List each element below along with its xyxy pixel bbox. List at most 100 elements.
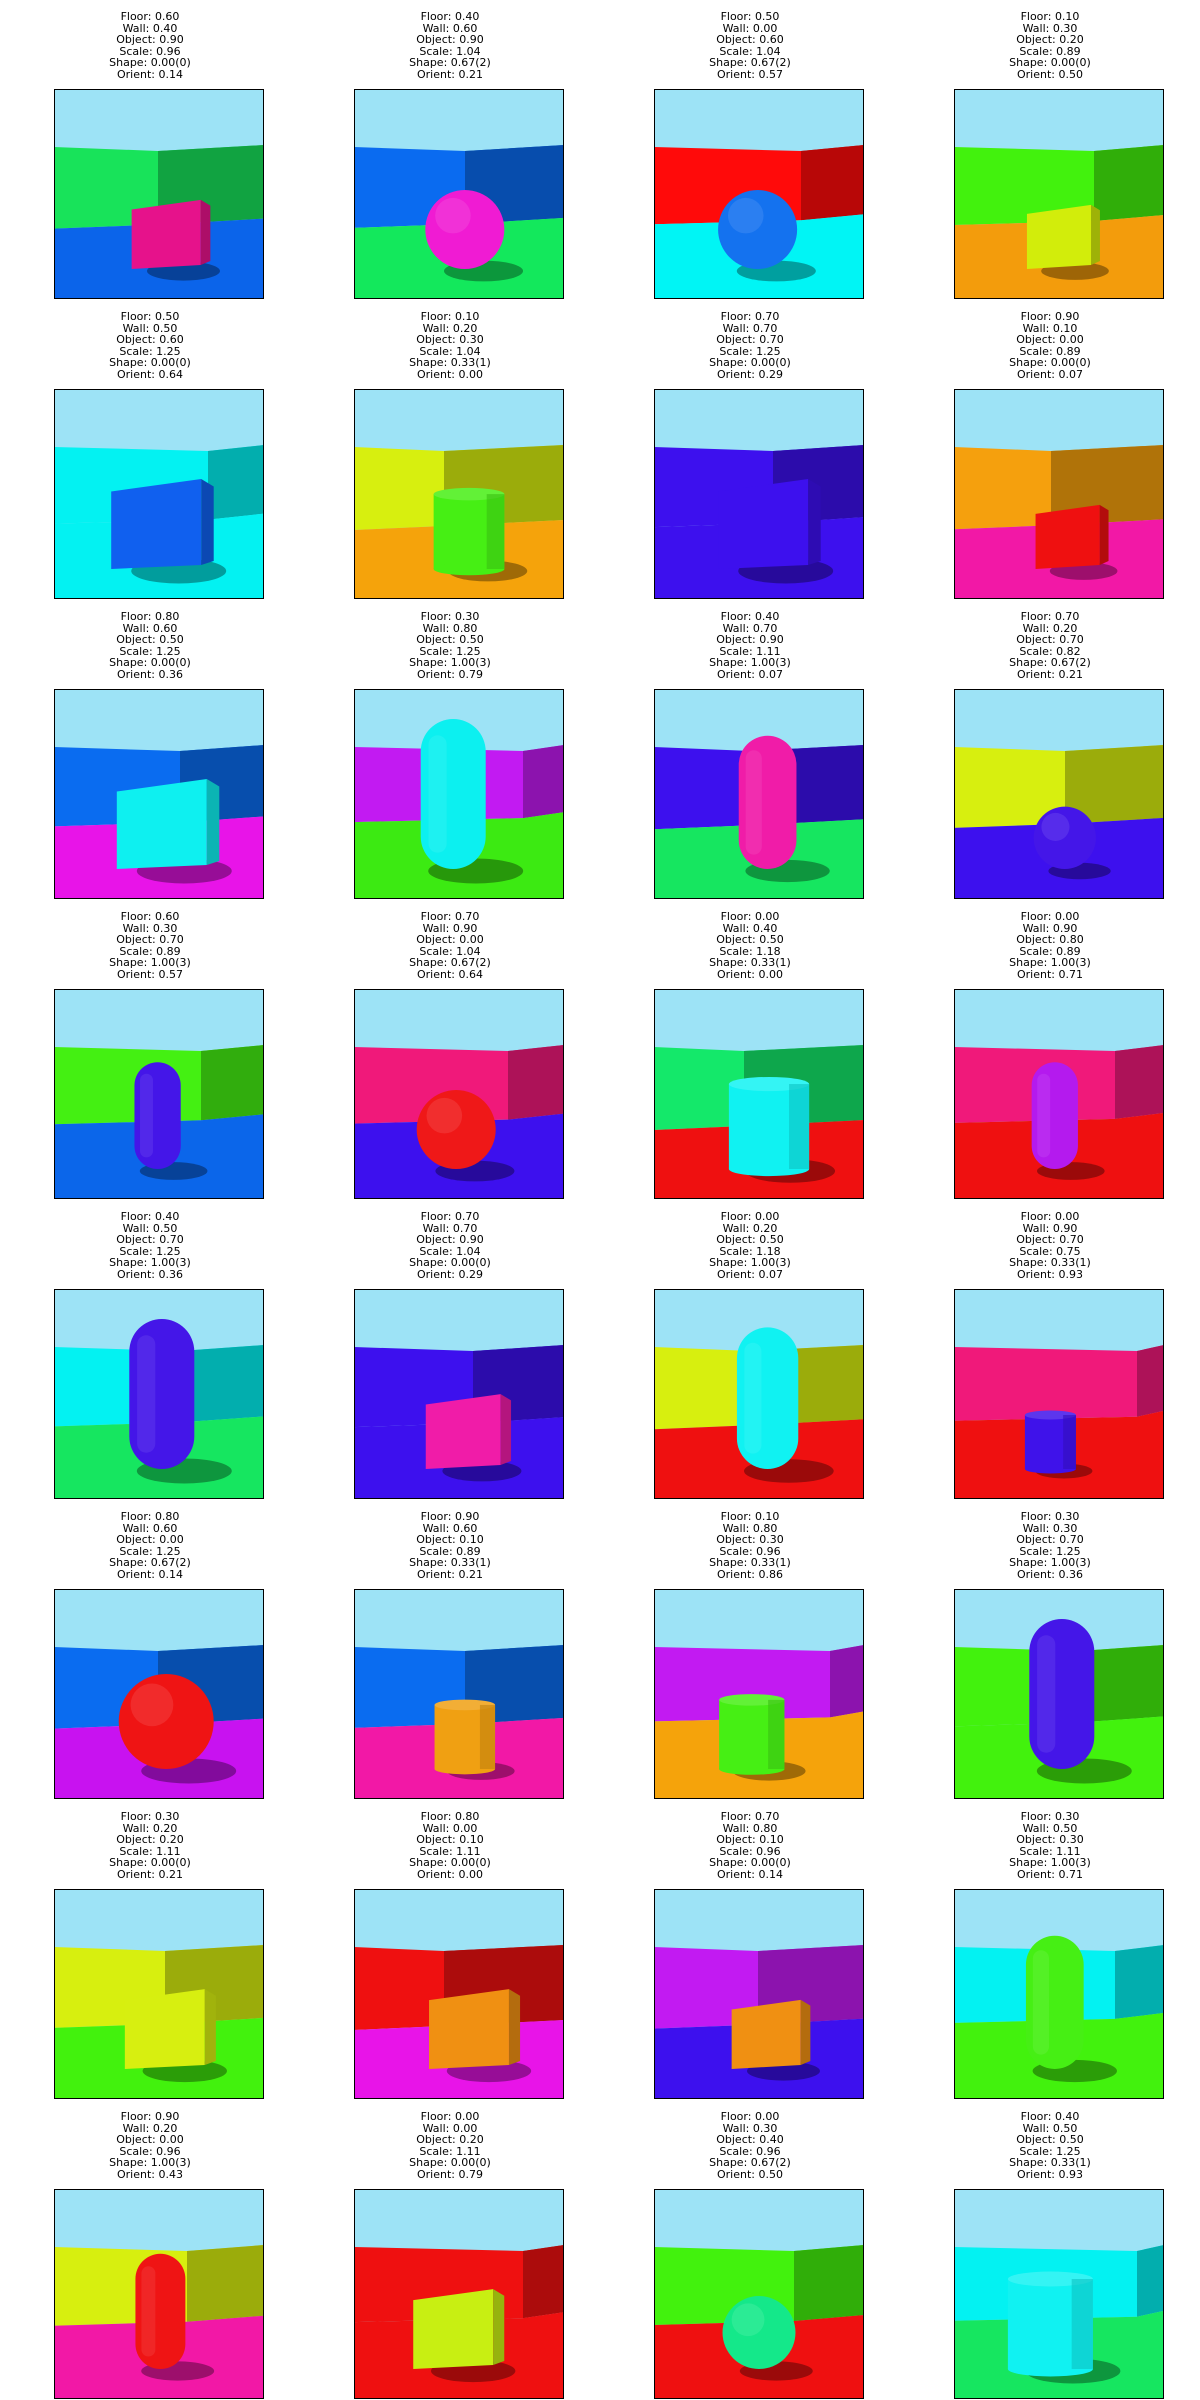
- caption-floor: Floor: 0.00: [1020, 1210, 1080, 1223]
- sample-cell: Floor: 0.50 Wall: 0.00 Object: 0.60 Scale: …: [600, 0, 900, 300]
- caption-floor: Floor: 0.50: [720, 10, 780, 23]
- cube-side: [206, 779, 220, 865]
- caption-orient: Orient: 0.00: [417, 367, 483, 381]
- scene-object: [1029, 1619, 1132, 1784]
- caption-scale: Scale: 1.18: [719, 1244, 781, 1258]
- cube-side: [500, 1394, 512, 1465]
- caption-shape: Shape: 0.33(1): [409, 1556, 491, 1570]
- caption-orient: Orient: 0.86: [717, 1567, 783, 1581]
- caption-shape: Shape: 0.00(0): [409, 1856, 491, 1870]
- image-border: [954, 89, 1164, 299]
- caption-object: Object: 0.20: [116, 1833, 184, 1847]
- scene-object: [1035, 504, 1118, 580]
- caption-orient: Orient: 0.21: [117, 1867, 183, 1881]
- caption-object: Object: 0.60: [716, 33, 784, 47]
- capsule-highlight: [428, 735, 447, 853]
- image-border: [954, 1889, 1164, 2099]
- caption-wall: Wall: 0.20: [1022, 621, 1078, 635]
- sample-caption: Floor: 0.40 Wall: 0.50 Object: 0.70 Scale: …: [0, 1211, 300, 1281]
- scene-object: [1026, 204, 1109, 280]
- capsule-highlight: [141, 2266, 156, 2357]
- caption-wall: Wall: 0.00: [422, 1821, 478, 1835]
- cylinder-shade: [768, 1699, 785, 1769]
- caption-object: Object: 0.50: [416, 633, 484, 647]
- sample-cell: Floor: 0.80 Wall: 0.00 Object: 0.10 Scale: …: [300, 1800, 600, 2100]
- scene-render: [54, 989, 264, 1199]
- caption-scale: Scale: 1.04: [419, 344, 481, 358]
- cube-side: [201, 479, 214, 565]
- caption-orient: Orient: 0.29: [417, 1267, 483, 1281]
- image-border: [54, 389, 264, 599]
- caption-floor: Floor: 0.10: [720, 1510, 780, 1523]
- caption-shape: Shape: 0.00(0): [109, 356, 191, 370]
- caption-wall: Wall: 0.60: [422, 1521, 478, 1535]
- image-border: [354, 989, 564, 1199]
- caption-wall: Wall: 0.30: [1022, 21, 1078, 35]
- sample-caption: Floor: 0.00 Wall: 0.90 Object: 0.80 Scale: …: [900, 911, 1200, 981]
- cube-front: [124, 1989, 205, 2069]
- sample-cell: Floor: 0.10 Wall: 0.30 Object: 0.20 Scale: …: [900, 0, 1200, 300]
- caption-orient: Orient: 0.14: [717, 1867, 783, 1881]
- scene-render: [54, 389, 264, 599]
- scene-object: [434, 1699, 515, 1780]
- caption-floor: Floor: 0.30: [1020, 1510, 1080, 1523]
- sphere-highlight: [1041, 812, 1070, 841]
- sample-caption: Floor: 0.30 Wall: 0.80 Object: 0.50 Scale: …: [300, 611, 600, 681]
- caption-scale: Scale: 1.04: [419, 1244, 481, 1258]
- caption-scale: Scale: 0.89: [1019, 944, 1081, 958]
- scene-object: [413, 2289, 516, 2383]
- caption-scale: Scale: 0.82: [1019, 644, 1081, 658]
- caption-shape: Shape: 0.00(0): [709, 1856, 791, 1870]
- caption-orient: Orient: 0.36: [1017, 1567, 1083, 1581]
- sphere-highlight: [435, 197, 471, 234]
- sample-cell: Floor: 0.70 Wall: 0.70 Object: 0.70 Scale: …: [600, 300, 900, 600]
- scene-image: [54, 1589, 264, 1799]
- sphere-body: [1033, 806, 1096, 869]
- caption-scale: Scale: 0.96: [119, 44, 181, 58]
- caption-scale: Scale: 1.25: [119, 344, 181, 358]
- sample-cell: Floor: 0.40 Wall: 0.60 Object: 0.90 Scale: …: [300, 0, 600, 300]
- caption-shape: Shape: 0.00(0): [1009, 356, 1091, 370]
- caption-floor: Floor: 0.10: [1020, 10, 1080, 23]
- caption-shape: Shape: 1.00(3): [409, 656, 491, 670]
- scene-image: [654, 89, 864, 299]
- scene-object: [1007, 2271, 1121, 2384]
- cube-side: [1091, 204, 1100, 265]
- scene-object: [718, 479, 834, 584]
- caption-object: Object: 0.70: [716, 333, 784, 347]
- sample-caption: Floor: 0.00 Wall: 0.00 Object: 0.20 Scale: …: [300, 2111, 600, 2181]
- caption-wall: Wall: 0.90: [1022, 921, 1078, 935]
- sample-caption: Floor: 0.40 Wall: 0.60 Object: 0.90 Scale: …: [300, 11, 600, 81]
- sample-caption: Floor: 0.40 Wall: 0.70 Object: 0.90 Scale: …: [600, 611, 900, 681]
- caption-wall: Wall: 0.10: [1022, 321, 1078, 335]
- image-border: [354, 689, 564, 899]
- scene-image: [54, 1889, 264, 2099]
- scene-image: [954, 1589, 1164, 1799]
- caption-scale: Scale: 1.25: [119, 644, 181, 658]
- scene-render: [654, 2189, 864, 2399]
- caption-object: Object: 0.90: [416, 1233, 484, 1247]
- caption-wall: Wall: 0.80: [422, 621, 478, 635]
- caption-shape: Shape: 1.00(3): [109, 1256, 191, 1270]
- image-border: [354, 1289, 564, 1499]
- scene-object: [131, 199, 220, 281]
- sample-cell: Floor: 0.50 Wall: 0.50 Object: 0.60 Scale: …: [0, 300, 300, 600]
- scene-render: [954, 689, 1164, 899]
- caption-orient: Orient: 0.64: [417, 967, 483, 981]
- scene-object: [134, 1062, 208, 1180]
- sample-cell: Floor: 0.30 Wall: 0.30 Object: 0.70 Scale: …: [900, 1500, 1200, 1800]
- scene-render: [954, 1889, 1164, 2099]
- cube-front: [429, 1989, 509, 2069]
- caption-floor: Floor: 0.00: [720, 2110, 780, 2123]
- sample-caption: Floor: 0.80 Wall: 0.60 Object: 0.00 Scale: …: [0, 1511, 300, 1581]
- back-wall: [354, 2245, 564, 2323]
- image-border: [354, 2189, 564, 2399]
- scene-render: [354, 689, 564, 899]
- caption-shape: Shape: 0.33(1): [409, 356, 491, 370]
- scene-render: [954, 989, 1164, 1199]
- caption-scale: Scale: 1.11: [1019, 1844, 1081, 1858]
- caption-orient: Orient: 0.21: [417, 67, 483, 81]
- scene-object: [425, 189, 524, 282]
- caption-object: Object: 0.00: [116, 2133, 184, 2147]
